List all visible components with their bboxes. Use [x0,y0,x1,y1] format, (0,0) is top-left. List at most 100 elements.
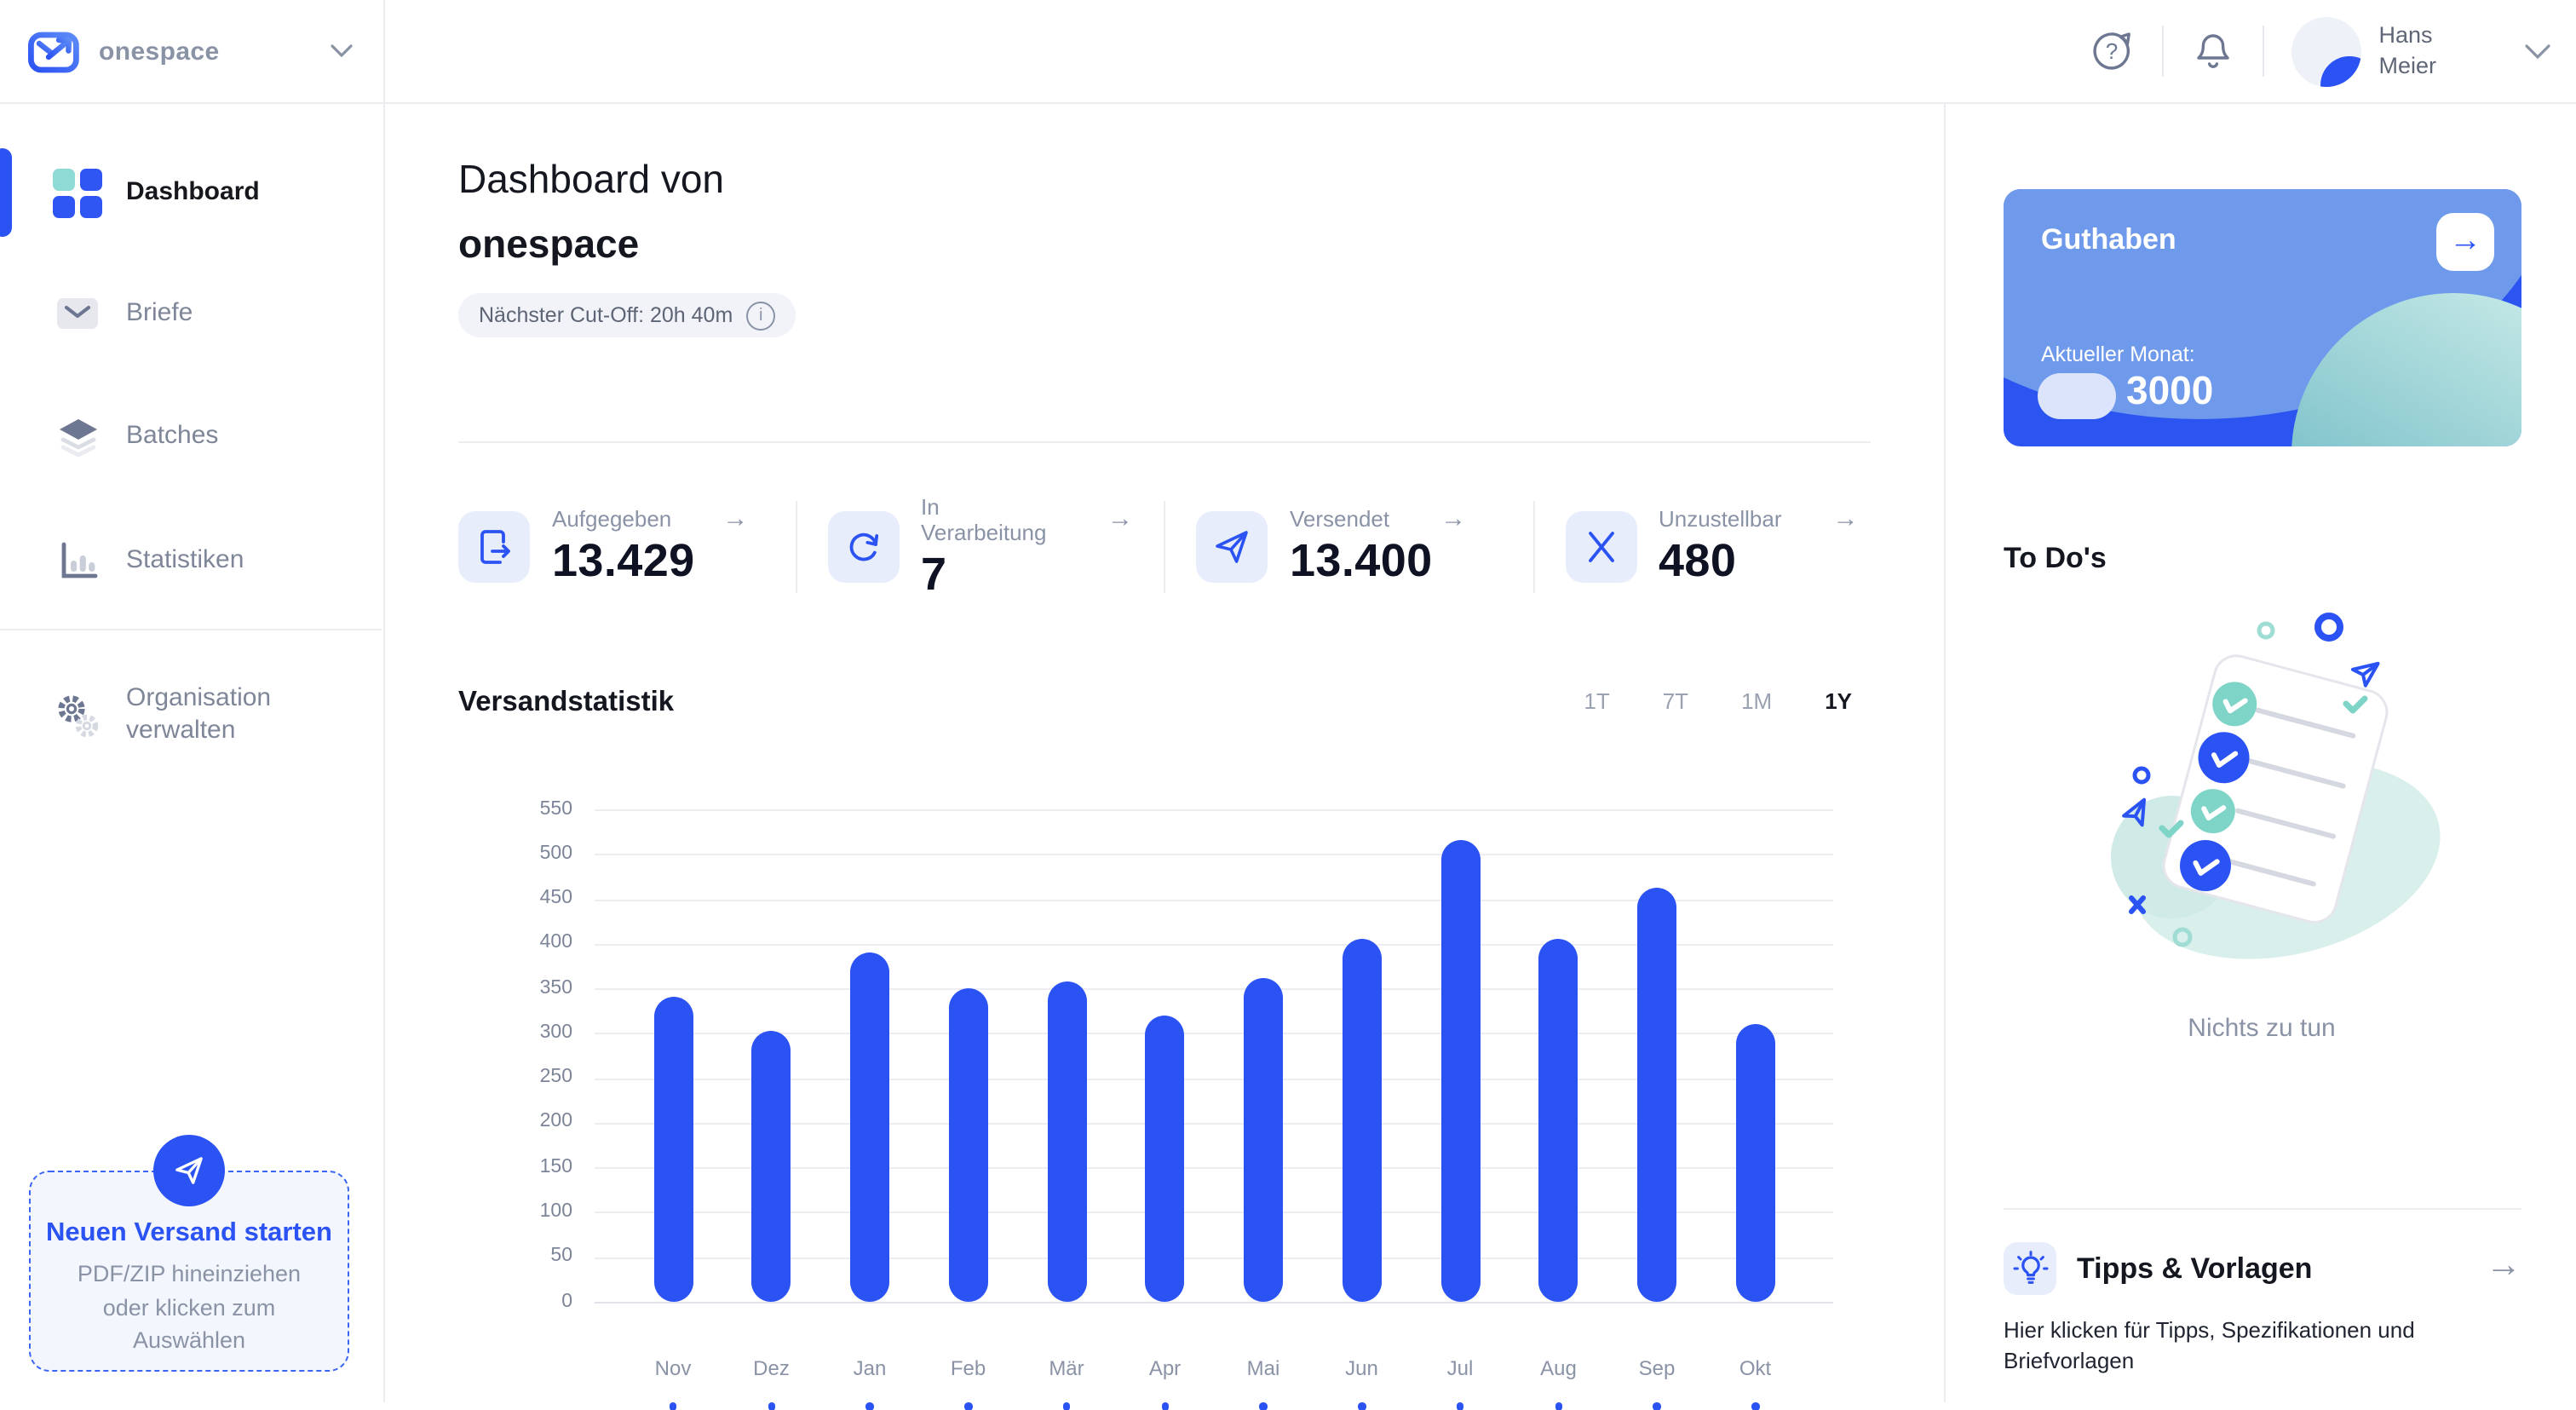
main-content: Dashboard von onespace Nächster Cut-Off:… [385,102,1944,1410]
sidebar-item-briefe[interactable]: Briefe [0,269,383,358]
x-axis-label: Apr [1148,1356,1182,1380]
brand-area[interactable]: onespace [0,0,385,102]
paper-plane-icon [153,1135,225,1206]
chart-gridline [595,1211,1833,1214]
chart-gridline [595,1122,1833,1125]
stat-label: Aufgegeben [552,506,672,532]
stats-row: Aufgegeben → 13.429 In Verarbeitung [458,493,1871,600]
y-axis-label: 550 [539,798,572,819]
x-axis-dot [1259,1402,1268,1410]
chart-gridline [595,1302,1833,1304]
x-axis-dot [1358,1402,1366,1410]
send-icon [1196,511,1268,583]
range-tab-1t[interactable]: 1T [1584,688,1610,714]
x-axis-dot [1653,1402,1661,1410]
x-axis-dot [865,1402,874,1410]
y-axis-label: 350 [539,977,572,999]
x-axis-label: Mai [1246,1356,1280,1380]
gears-icon [55,693,101,739]
todos-title: To Do's [2004,542,2107,574]
document-out-icon [458,511,530,583]
stat-label: Versendet [1290,506,1390,532]
sidebar-divider [0,629,382,630]
page-title-line1: Dashboard von [458,157,724,201]
chart-gridline [595,854,1833,856]
range-tab-7t[interactable]: 7T [1662,688,1689,714]
top-right-cluster: ? Hans Meier [2089,0,2550,102]
chart-bar-Aug [1538,939,1578,1302]
chart-bar-Sep [1637,888,1676,1302]
range-tab-1y[interactable]: 1Y [1825,688,1852,714]
avatar[interactable] [2291,16,2362,86]
x-axis-dot [669,1402,677,1410]
stat-unzustellbar: Unzustellbar → 480 [1565,506,1871,588]
right-panel: Guthaben → Aktueller Monat: 3000 To Do's [1944,102,2576,1402]
x-icon [1565,511,1636,583]
x-axis-dot [768,1402,775,1410]
chart-bar-Jul [1440,840,1480,1302]
stat-value: 7 [921,548,947,599]
sidebar-item-organisation[interactable]: Organisation verwalten [0,666,383,765]
active-indicator [0,148,12,237]
todos-empty-illustration [2111,613,2441,959]
sidebar-item-batches[interactable]: Batches [0,392,383,481]
balance-arrow-button[interactable]: → [2436,213,2494,271]
help-icon[interactable]: ? [2089,28,2135,74]
cutoff-text: Nächster Cut-Off: 20h 40m [479,303,733,327]
x-axis-label: Okt [1739,1356,1772,1380]
user-menu-chevron-down-icon[interactable] [2525,43,2550,59]
new-versand-dropzone[interactable]: Neuen Versand starten PDF/ZIP hineinzieh… [29,1135,349,1372]
chart-gridline [595,899,1833,901]
chart-bar-Jan [850,952,889,1302]
dashboard-grid-icon [53,168,102,217]
stat-arrow-icon[interactable]: → [722,504,749,533]
top-bar: onespace ? Hans Meier [0,0,2576,104]
chart-gridline [595,1257,1833,1259]
stat-label: Unzustellbar [1659,506,1782,532]
stat-arrow-icon[interactable]: → [1440,504,1467,533]
range-tab-1m[interactable]: 1M [1741,688,1773,714]
y-axis-label: 200 [539,1111,572,1132]
y-axis-label: 250 [539,1067,572,1088]
balance-title: Guthaben [2041,223,2176,256]
page-title-line2: onespace [458,222,640,266]
x-axis-label: Feb [950,1356,986,1380]
y-axis-label: 500 [539,843,572,864]
stats-top-divider [458,441,1871,443]
sidebar-item-dashboard[interactable]: Dashboard [0,148,383,237]
sidebar: Dashboard Briefe Batches [0,102,385,1402]
stat-aufgegeben: Aufgegeben → 13.429 [458,506,764,588]
x-axis-label: Nov [654,1356,692,1380]
balance-pill [2038,373,2116,419]
x-axis-label: Dez [753,1356,790,1380]
stat-arrow-icon[interactable]: → [1107,504,1133,533]
brand-name: onespace [99,37,220,66]
x-axis-dot [1161,1402,1169,1410]
chart-bar-Okt [1735,1024,1775,1302]
guthaben-card[interactable]: Guthaben → Aktueller Monat: 3000 [2004,189,2521,446]
brand-chevron-down-icon[interactable] [331,44,353,58]
chart-bar-Mai [1244,977,1283,1302]
layers-icon [55,413,101,459]
stat-separator [795,501,796,593]
todos-empty-text: Nichts zu tun [2188,1014,2336,1043]
x-axis-label: Jun [1345,1356,1378,1380]
stat-arrow-icon[interactable]: → [1832,504,1859,533]
tips-arrow-icon[interactable]: → [2486,1246,2521,1285]
x-axis-dot [964,1402,972,1410]
x-axis-label: Aug [1540,1356,1577,1380]
bell-icon[interactable] [2191,28,2235,74]
onespace-logo-icon [28,32,79,73]
x-axis-label: Sep [1638,1356,1676,1380]
cutoff-badge: Nächster Cut-Off: 20h 40m i [458,293,796,337]
sidebar-item-statistiken[interactable]: Statistiken [0,516,383,605]
stat-separator [1164,501,1165,593]
chart-bar-Apr [1145,1015,1185,1302]
tips-divider [2004,1208,2521,1210]
info-icon[interactable]: i [746,301,776,330]
bar-chart-icon [55,538,101,584]
stat-value: 480 [1659,535,1737,586]
y-axis-label: 400 [539,932,572,953]
chart-bar-Nov [653,997,693,1302]
